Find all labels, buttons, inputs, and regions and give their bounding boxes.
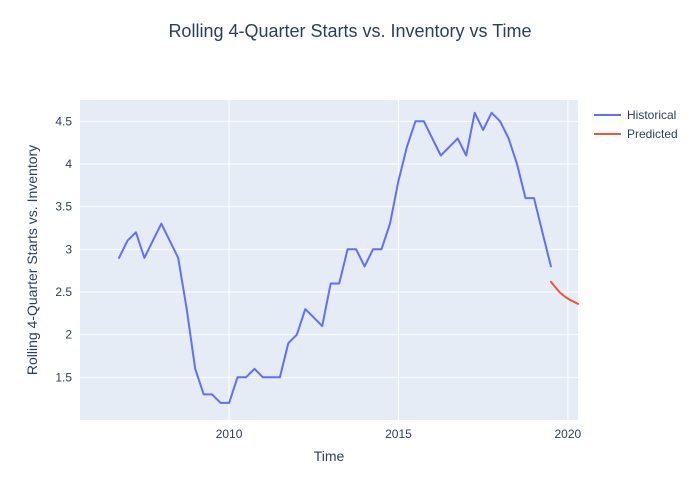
gridlines [80, 100, 578, 420]
x-tick-label: 2010 [216, 427, 243, 441]
legend: Historical Predicted [594, 108, 678, 141]
y-tick-label: 3 [65, 242, 72, 256]
y-tick-label: 2 [65, 328, 72, 342]
series-layer [118, 111, 579, 404]
x-tick-label: 2020 [554, 427, 581, 441]
x-axis-title: Time [314, 448, 345, 464]
y-tick-label: 3.5 [55, 200, 72, 214]
legend-label-historical[interactable]: Historical [627, 108, 676, 122]
y-axis-title: Rolling 4-Quarter Starts vs. Inventory [24, 145, 40, 375]
chart-title: Rolling 4-Quarter Starts vs. Inventory v… [168, 21, 531, 41]
plot-background [80, 100, 578, 420]
y-tick-label: 1.5 [55, 370, 72, 384]
legend-label-predicted[interactable]: Predicted [627, 127, 678, 141]
y-tick-label: 2.5 [55, 285, 72, 299]
y-tick-label: 4 [65, 157, 72, 171]
series-line-historical[interactable] [118, 111, 552, 404]
y-tick-label: 4.5 [55, 114, 72, 128]
x-tick-label: 2015 [385, 427, 412, 441]
tick-labels: 1.5 2 2.5 3 3.5 4 4.5 2010 2015 2020 [55, 114, 581, 441]
series-line-predicted[interactable] [549, 280, 579, 305]
